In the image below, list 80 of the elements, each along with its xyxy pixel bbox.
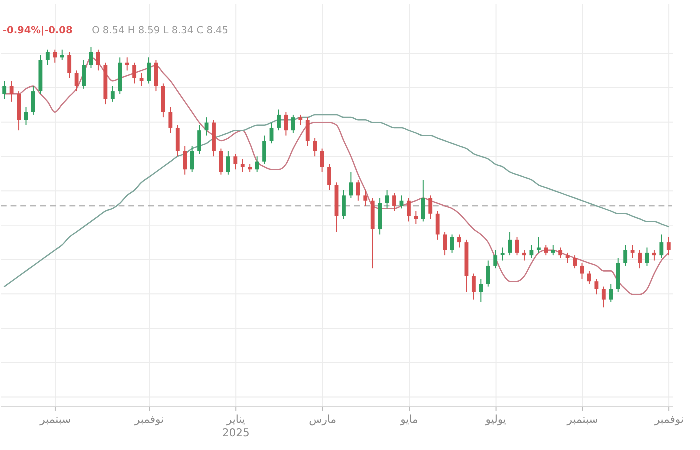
candlestick [624, 244, 628, 266]
candlestick [320, 148, 324, 173]
candlestick [594, 278, 599, 296]
candlestick [356, 180, 360, 202]
candlestick [660, 234, 664, 259]
candlestick [666, 236, 671, 256]
candlestick [306, 117, 310, 147]
candlestick [479, 278, 484, 303]
candlestick [544, 244, 548, 256]
candlestick [385, 190, 390, 210]
candlestick [96, 49, 100, 72]
candlestick [234, 154, 238, 170]
candlestick [68, 52, 72, 79]
candlestick [566, 252, 570, 264]
candlestick [82, 60, 86, 90]
candlestick [262, 135, 266, 165]
candlestick [240, 158, 245, 173]
candlestick [392, 192, 396, 212]
candlestick [458, 234, 462, 248]
candlestick [428, 195, 433, 220]
candlestick [508, 232, 512, 256]
candlestick [176, 124, 180, 158]
candlestick [132, 62, 137, 84]
candlestick [536, 236, 541, 254]
candlestick [588, 270, 592, 285]
text: O 8.54 H 8.59 L 8.34 C 8.45 [92, 26, 229, 36]
candlestick [558, 247, 563, 259]
candlestick [414, 210, 418, 225]
candlestick [147, 57, 151, 84]
candlestick [500, 247, 505, 262]
x-tick-label: نوفمبر [654, 412, 684, 426]
candlestick [46, 49, 50, 66]
x-tick-label: سبتمبر [39, 412, 72, 426]
candlestick [60, 49, 64, 61]
candlestick [630, 244, 635, 259]
candlestick [349, 172, 354, 199]
x-tick-label: مارس [309, 412, 337, 426]
candlestick [255, 156, 260, 173]
candlestick [609, 284, 614, 303]
x-tick-label: مايو [400, 412, 418, 426]
candlestick [2, 80, 7, 100]
candlestick [580, 262, 584, 280]
candlestick [284, 112, 288, 136]
candlestick [522, 250, 526, 262]
x-tick-label: يوليو [484, 412, 506, 426]
candlestick [602, 286, 606, 308]
candlestick [53, 49, 58, 64]
candlestick [226, 150, 230, 176]
candlestick [168, 106, 173, 134]
x-tick-label: سبتمبر [566, 412, 598, 426]
candlestick [313, 138, 318, 158]
candlestick [125, 57, 130, 72]
candlestick [472, 273, 476, 300]
candlestick [486, 260, 490, 288]
candlestick [190, 146, 194, 173]
candlestick [277, 109, 281, 132]
candlestick [494, 250, 498, 270]
text: -0.94%|-0.08 [2, 26, 73, 36]
candlestick [638, 250, 642, 270]
candlestick [298, 114, 303, 126]
candlestick [32, 86, 36, 116]
candlestick [551, 244, 556, 256]
candlestick [364, 190, 368, 207]
candlestick [198, 124, 202, 155]
x-tick-label: نوفمبر [134, 412, 164, 426]
candlestick [645, 247, 650, 266]
candlestick [10, 80, 14, 102]
candlestick [74, 70, 79, 92]
candlestick [530, 244, 534, 259]
candlestick [421, 180, 426, 222]
candlestick [342, 190, 346, 220]
candlestick [652, 250, 656, 262]
candlestick [110, 86, 115, 102]
candlestick [573, 255, 577, 270]
candlestick [291, 114, 296, 134]
candlestick [328, 164, 332, 191]
candlestick [436, 210, 440, 240]
candlestick [443, 232, 448, 256]
candlestick [183, 146, 188, 176]
candlestick [406, 198, 411, 222]
